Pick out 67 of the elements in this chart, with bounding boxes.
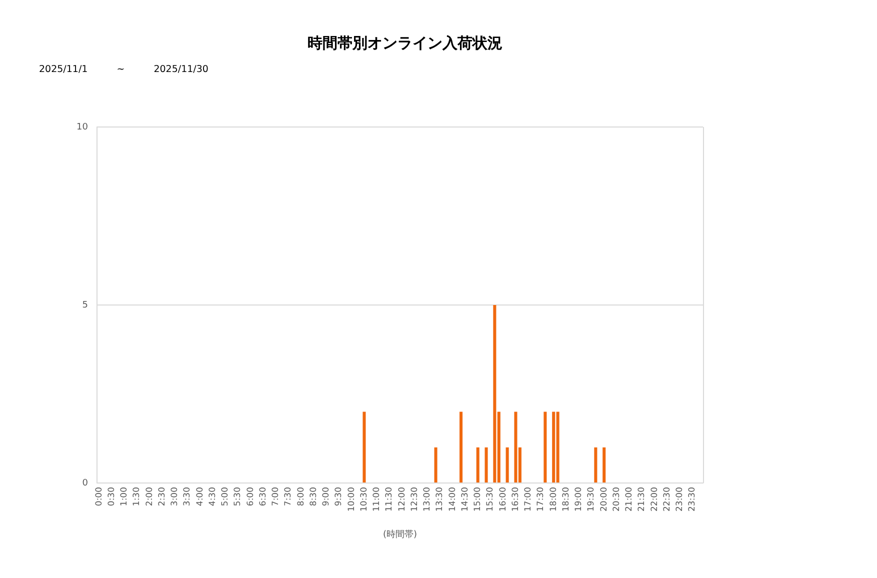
x-tick-label: 19:30 [586, 487, 597, 512]
x-tick-label: 6:30 [258, 487, 268, 506]
bar [476, 447, 480, 482]
x-tick-label: 11:00 [372, 487, 382, 512]
bar [552, 412, 556, 482]
x-tick-label: 12:30 [410, 487, 420, 512]
x-tick-label: 20:00 [599, 487, 610, 512]
x-tick-label: 1:00 [120, 487, 130, 506]
x-tick-label: 23:30 [688, 487, 698, 512]
x-tick-label: 4:00 [195, 487, 206, 506]
x-tick-label: 15:30 [486, 487, 496, 512]
x-tick-label: 14:00 [448, 487, 458, 512]
x-tick-label: 13:30 [435, 487, 446, 512]
x-tick-label: 16:00 [498, 487, 508, 512]
x-tick-label: 19:00 [574, 487, 584, 512]
x-tick-label: 5:30 [233, 487, 244, 506]
bar [493, 305, 496, 482]
chart-subtitle: 2025/11/1 ~ 2025/11/30 [39, 64, 208, 75]
x-tick-label: 0:00 [94, 487, 104, 506]
x-tick-label: 10:30 [359, 487, 370, 512]
bar [544, 412, 547, 482]
y-tick-label: 5 [82, 300, 88, 310]
chart-title: 時間帯別オンライン入荷状況 [306, 34, 504, 53]
bar [594, 447, 598, 482]
x-tick-label: 4:30 [208, 487, 218, 506]
x-tick-label: 17:00 [524, 487, 534, 512]
y-tick-label: 0 [82, 478, 88, 488]
x-tick-label: 1:30 [132, 487, 142, 506]
x-tick-label: 8:00 [296, 487, 306, 506]
bar [362, 412, 366, 482]
x-axis-title: (時間帯) [382, 528, 418, 540]
x-tick-label: 11:30 [384, 487, 395, 512]
x-tick-label: 22:30 [662, 487, 672, 512]
x-tick-label: 9:00 [322, 487, 332, 506]
bar [460, 412, 463, 482]
x-tick-label: 7:00 [271, 487, 282, 506]
x-tick-label: 20:30 [612, 487, 622, 512]
x-tick-label: 3:00 [170, 487, 180, 506]
x-tick-label: 2:00 [144, 487, 155, 506]
x-tick-label: 18:00 [548, 487, 559, 512]
x-tick-label: 5:00 [220, 487, 231, 506]
bar [506, 447, 509, 482]
bar [556, 412, 560, 482]
x-tick-label: 9:30 [334, 487, 344, 506]
x-tick-label: 8:30 [308, 487, 319, 506]
x-tick-label: 6:00 [246, 487, 256, 506]
x-tick-label: 3:30 [182, 487, 193, 506]
bar [484, 447, 488, 482]
x-tick-label: 2:30 [157, 487, 168, 506]
x-tick-label: 22:00 [650, 487, 660, 512]
bar [602, 447, 606, 482]
x-tick-label: 21:30 [637, 487, 648, 512]
x-tick-label: 21:00 [624, 487, 635, 512]
x-tick-label: 18:30 [561, 487, 572, 512]
x-tick-label: 10:00 [346, 487, 357, 512]
bar [434, 447, 438, 482]
x-tick-label: 16:30 [510, 487, 521, 512]
x-tick-label: 12:00 [397, 487, 408, 512]
bar [514, 412, 518, 482]
x-tick-label: 14:30 [460, 487, 470, 512]
x-tick-label: 13:00 [422, 487, 433, 512]
x-tick-label: 7:30 [284, 487, 294, 506]
x-tick-label: 15:00 [473, 487, 484, 512]
x-tick-label: 23:00 [675, 487, 686, 512]
y-tick-label: 10 [76, 122, 88, 132]
x-tick-label: 0:30 [106, 487, 117, 506]
x-tick-label: 17:30 [536, 487, 546, 512]
